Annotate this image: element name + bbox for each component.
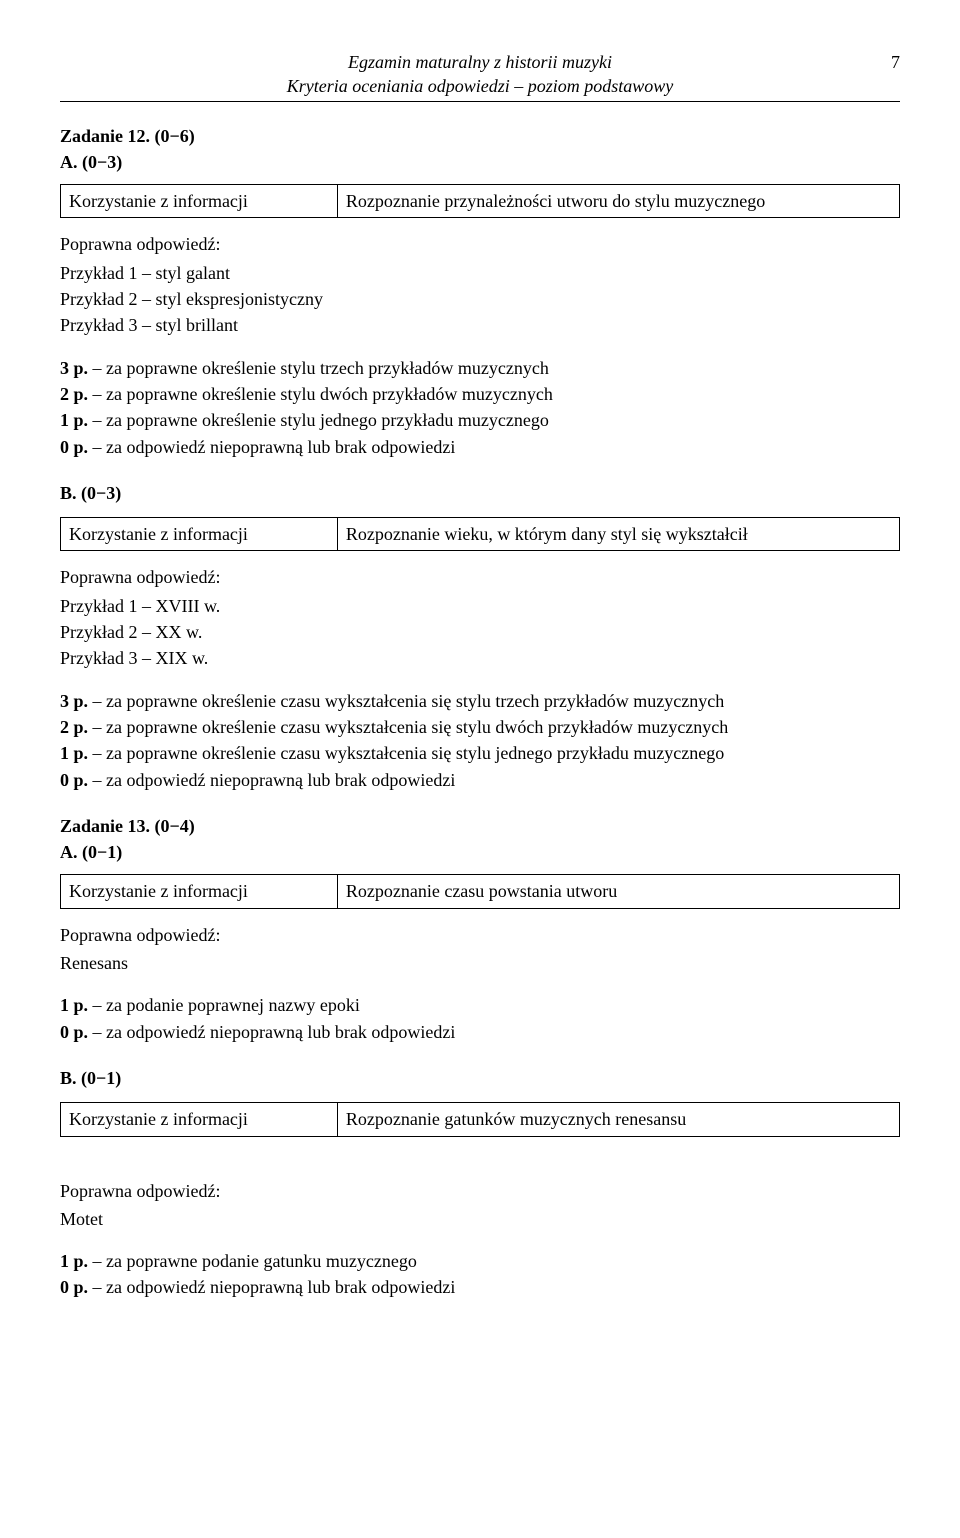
task13-A-score-1p-text: – za podanie poprawnej nazwy epoki (88, 995, 360, 1015)
score-prefix-0p-13b: 0 p. (60, 1277, 88, 1297)
task12-A-answer-2: Przykład 2 – styl ekspresjonistyczny (60, 287, 900, 311)
score-prefix-1p: 1 p. (60, 410, 88, 430)
task12-B-answer-2: Przykład 2 – XX w. (60, 620, 900, 644)
score-prefix-2p: 2 p. (60, 384, 88, 404)
task12-B-heading: B. (0−3) (60, 481, 900, 505)
task13-A-score-0p: 0 p. – za odpowiedź niepoprawną lub brak… (60, 1020, 900, 1044)
score-prefix-3p: 3 p. (60, 358, 88, 378)
task12-A-score-1p: 1 p. – za poprawne określenie stylu jedn… (60, 408, 900, 432)
task12-A-score-3p-text: – za poprawne określenie stylu trzech pr… (88, 358, 549, 378)
task13-heading: Zadanie 13. (0−4) (60, 814, 900, 838)
task13-A-box: Korzystanie z informacji Rozpoznanie cza… (60, 874, 900, 908)
task13-B-score-0p-text: – za odpowiedź niepoprawną lub brak odpo… (88, 1277, 455, 1297)
task12-B-score-0p: 0 p. – za odpowiedź niepoprawną lub brak… (60, 768, 900, 792)
task13-B-score-0p: 0 p. – za odpowiedź niepoprawną lub brak… (60, 1275, 900, 1299)
task12-B-score-2p-text: – za poprawne określenie czasu wykształc… (88, 717, 728, 737)
task12-A-score-0p-text: – za odpowiedź niepoprawną lub brak odpo… (88, 437, 455, 457)
task12-B-box-right: Rozpoznanie wieku, w którym dany styl si… (337, 518, 899, 551)
task12-A-score-2p-text: – za poprawne określenie stylu dwóch prz… (88, 384, 553, 404)
task13-B-answer-label: Poprawna odpowiedź: (60, 1179, 900, 1203)
task12-B-answer-3: Przykład 3 – XIX w. (60, 646, 900, 670)
task12-A-answer-label: Poprawna odpowiedź: (60, 232, 900, 256)
task12-A-answer-1: Przykład 1 – styl galant (60, 261, 900, 285)
task12-B-answer-1: Przykład 1 – XVIII w. (60, 594, 900, 618)
task13-A-box-left: Korzystanie z informacji (61, 875, 338, 908)
score-prefix-1p-b: 1 p. (60, 743, 88, 763)
task12-A-score-2p: 2 p. – za poprawne określenie stylu dwóc… (60, 382, 900, 406)
task13-A-box-right: Rozpoznanie czasu powstania utworu (337, 875, 899, 908)
task12-B-score-1p-text: – za poprawne określenie czasu wykształc… (88, 743, 724, 763)
task13-A-heading: A. (0−1) (60, 840, 900, 864)
task12-A-box: Korzystanie z informacji Rozpoznanie prz… (60, 184, 900, 218)
task13-A-score-1p: 1 p. – za podanie poprawnej nazwy epoki (60, 993, 900, 1017)
task12-heading: Zadanie 12. (0−6) (60, 124, 900, 148)
task13-B-score-1p: 1 p. – za poprawne podanie gatunku muzyc… (60, 1249, 900, 1273)
task12-B-score-0p-text: – za odpowiedź niepoprawną lub brak odpo… (88, 770, 455, 790)
task12-B-box: Korzystanie z informacji Rozpoznanie wie… (60, 517, 900, 551)
header-line-2: Kryteria oceniania odpowiedzi – poziom p… (60, 74, 900, 98)
task12-B-score-3p: 3 p. – za poprawne określenie czasu wyks… (60, 689, 900, 713)
task12-A-box-right: Rozpoznanie przynależności utworu do sty… (337, 185, 899, 218)
header-line-1: Egzamin maturalny z historii muzyki (60, 50, 900, 74)
task13-B-box-left: Korzystanie z informacji (61, 1103, 338, 1136)
task12-B-score-1p: 1 p. – za poprawne określenie czasu wyks… (60, 741, 900, 765)
task12-B-score-3p-text: – za poprawne określenie czasu wykształc… (88, 691, 724, 711)
task13-B-box-right: Rozpoznanie gatunków muzycznych renesans… (337, 1103, 899, 1136)
task12-A-heading: A. (0−3) (60, 150, 900, 174)
task12-A-score-3p: 3 p. – za poprawne określenie stylu trze… (60, 356, 900, 380)
score-prefix-0p: 0 p. (60, 437, 88, 457)
score-prefix-2p-b: 2 p. (60, 717, 88, 737)
task12-A-score-1p-text: – za poprawne określenie stylu jednego p… (88, 410, 549, 430)
score-prefix-0p-13a: 0 p. (60, 1022, 88, 1042)
task12-B-box-left: Korzystanie z informacji (61, 518, 338, 551)
score-prefix-3p-b: 3 p. (60, 691, 88, 711)
task13-B-box: Korzystanie z informacji Rozpoznanie gat… (60, 1102, 900, 1136)
score-prefix-1p-13a: 1 p. (60, 995, 88, 1015)
score-prefix-1p-13b: 1 p. (60, 1251, 88, 1271)
task13-B-heading: B. (0−1) (60, 1066, 900, 1090)
task12-B-score-2p: 2 p. – za poprawne określenie czasu wyks… (60, 715, 900, 739)
task12-A-answer-3: Przykład 3 – styl brillant (60, 313, 900, 337)
task13-A-answer-label: Poprawna odpowiedź: (60, 923, 900, 947)
task13-A-answer: Renesans (60, 951, 900, 975)
task13-B-answer: Motet (60, 1207, 900, 1231)
page-number: 7 (891, 50, 900, 74)
task12-A-box-left: Korzystanie z informacji (61, 185, 338, 218)
task13-A-score-0p-text: – za odpowiedź niepoprawną lub brak odpo… (88, 1022, 455, 1042)
task12-B-answer-label: Poprawna odpowiedź: (60, 565, 900, 589)
score-prefix-0p-b: 0 p. (60, 770, 88, 790)
page-header: Egzamin maturalny z historii muzyki Kryt… (60, 50, 900, 102)
task13-B-score-1p-text: – za poprawne podanie gatunku muzycznego (88, 1251, 417, 1271)
task12-A-score-0p: 0 p. – za odpowiedź niepoprawną lub brak… (60, 435, 900, 459)
